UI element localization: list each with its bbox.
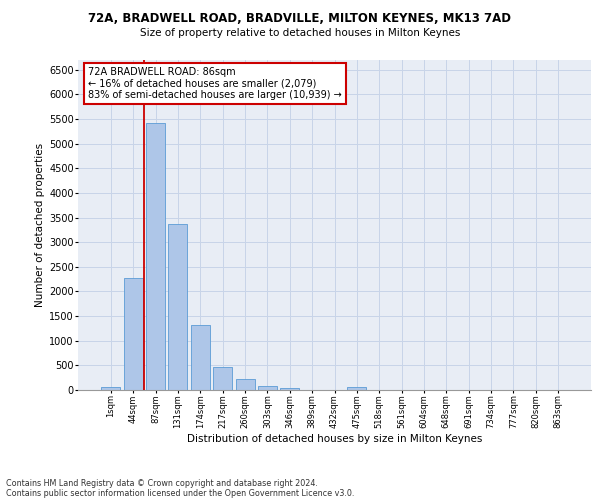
Text: Contains public sector information licensed under the Open Government Licence v3: Contains public sector information licen… bbox=[6, 488, 355, 498]
Text: Size of property relative to detached houses in Milton Keynes: Size of property relative to detached ho… bbox=[140, 28, 460, 38]
Bar bbox=[280, 388, 299, 390]
Bar bbox=[258, 386, 277, 390]
Text: Contains HM Land Registry data © Crown copyright and database right 2024.: Contains HM Land Registry data © Crown c… bbox=[6, 478, 318, 488]
Bar bbox=[191, 326, 210, 390]
Bar bbox=[213, 367, 232, 390]
Text: 72A, BRADWELL ROAD, BRADVILLE, MILTON KEYNES, MK13 7AD: 72A, BRADWELL ROAD, BRADVILLE, MILTON KE… bbox=[89, 12, 511, 26]
Text: 72A BRADWELL ROAD: 86sqm
← 16% of detached houses are smaller (2,079)
83% of sem: 72A BRADWELL ROAD: 86sqm ← 16% of detach… bbox=[88, 66, 342, 100]
Bar bbox=[236, 380, 254, 390]
Bar bbox=[101, 387, 121, 390]
Bar bbox=[124, 278, 143, 390]
Y-axis label: Number of detached properties: Number of detached properties bbox=[35, 143, 45, 307]
X-axis label: Distribution of detached houses by size in Milton Keynes: Distribution of detached houses by size … bbox=[187, 434, 482, 444]
Bar bbox=[146, 122, 165, 390]
Bar bbox=[169, 224, 187, 390]
Bar bbox=[347, 388, 367, 390]
